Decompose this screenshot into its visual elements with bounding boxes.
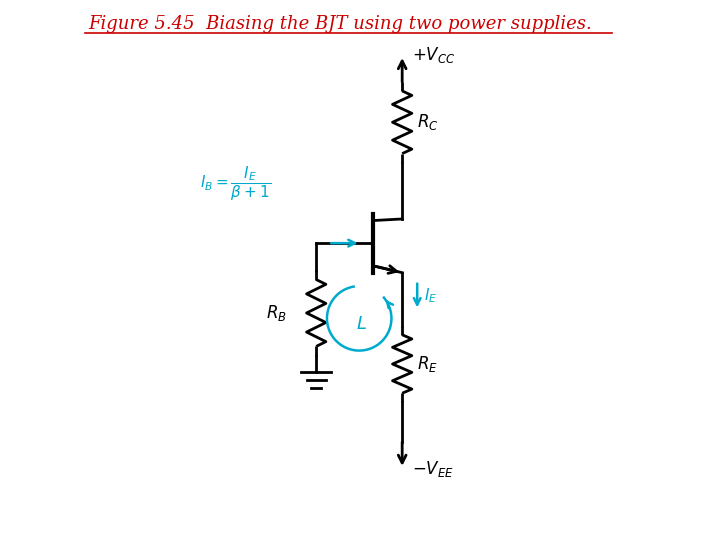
Text: $R_B$: $R_B$ <box>266 303 287 323</box>
Text: $+V_{CC}$: $+V_{CC}$ <box>412 45 455 65</box>
Text: Figure 5.45  Biasing the BJT using two power supplies.: Figure 5.45 Biasing the BJT using two po… <box>88 15 592 33</box>
Text: $I_E$: $I_E$ <box>423 286 437 305</box>
Text: $R_C$: $R_C$ <box>417 112 439 132</box>
Text: $-V_{EE}$: $-V_{EE}$ <box>412 459 454 479</box>
Text: $L$: $L$ <box>356 315 367 333</box>
Text: $I_B = \dfrac{I_E}{\beta + 1}$: $I_B = \dfrac{I_E}{\beta + 1}$ <box>200 165 271 203</box>
Text: $R_E$: $R_E$ <box>417 354 438 374</box>
